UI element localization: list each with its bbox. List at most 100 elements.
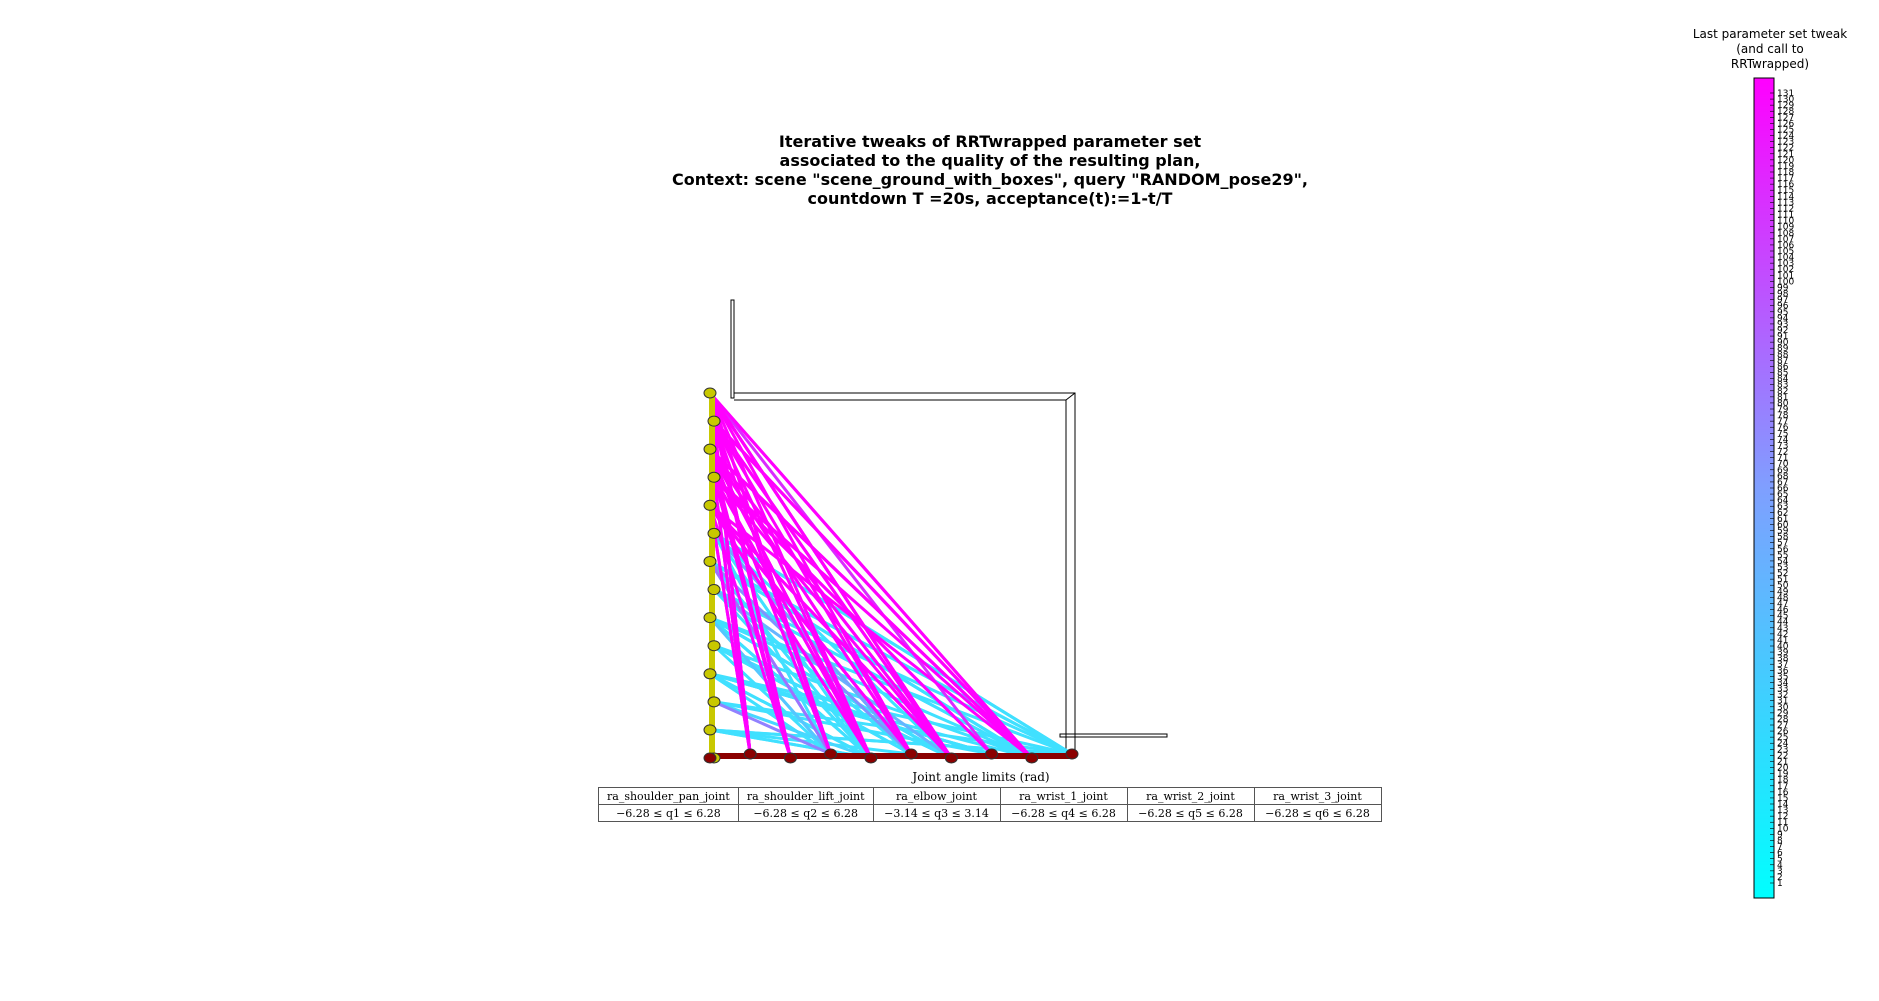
title-line-1: Iterative tweaks of RRTwrapped parameter… [778, 132, 1202, 151]
table-header-cell: ra_shoulder_pan_joint [598, 787, 739, 805]
colorbar-tick-label: 40 [1777, 642, 1789, 652]
colorbar-tick-label: 131 [1777, 89, 1794, 99]
tree-node-horizontal [864, 752, 878, 764]
tree-node-vertical [707, 527, 721, 539]
colorbar-tick-label: 98 [1777, 290, 1789, 300]
colorbar-tick-label: 105 [1777, 247, 1794, 257]
colorbar-tick-label: 87 [1777, 356, 1788, 366]
colorbar-title-line-1: Last parameter set tweak [1692, 27, 1848, 41]
colorbar-tick-label: 122 [1777, 144, 1794, 154]
colorbar-tick-label: 25 [1777, 733, 1788, 743]
colorbar-tick-label: 84 [1777, 375, 1789, 385]
colorbar-tick-label: 117 [1777, 174, 1794, 184]
colorbar-tick-label: 45 [1777, 612, 1788, 622]
table-header-cell: ra_wrist_3_joint [1253, 787, 1382, 805]
colorbar-tick-label: 1 [1777, 879, 1783, 889]
tree-edge [712, 419, 873, 760]
colorbar-tick-label: 74 [1777, 435, 1789, 445]
colorbar-tick-label: 54 [1777, 557, 1789, 567]
table-header-cell: ra_elbow_joint [872, 787, 1001, 805]
tree-edge [708, 447, 913, 756]
tree-edge [712, 700, 833, 756]
tree-node-horizontal [904, 748, 918, 760]
colorbar-tick-label: 72 [1777, 448, 1788, 458]
colorbar-title: Last parameter set tweak (and call to RR… [1670, 27, 1870, 72]
colorbar-tick-label: 41 [1777, 636, 1788, 646]
colorbar-tick-label: 27 [1777, 721, 1788, 731]
tree-edge [708, 391, 953, 760]
colorbar-tick-label: 120 [1777, 156, 1794, 166]
colorbar-tick-label: 63 [1777, 502, 1788, 512]
colorbar-tick-label: 33 [1777, 685, 1788, 695]
table-limit-cell: −6.28 ≤ q1 ≤ 6.28 [598, 804, 739, 822]
colorbar-tick-label: 100 [1777, 277, 1794, 287]
colorbar-tick-label: 44 [1777, 618, 1789, 628]
title-line-3: Context: scene "scene_ground_with_boxes"… [672, 170, 1308, 189]
colorbar-tick-label: 76 [1777, 423, 1789, 433]
colorbar-ticks: 1234567891011121314151617181920212223242… [1770, 89, 1794, 889]
table-limit-cell: −6.28 ≤ q2 ≤ 6.28 [737, 804, 874, 822]
colorbar-tick-label: 6 [1777, 849, 1783, 859]
colorbar-tick-label: 128 [1777, 107, 1794, 117]
colorbar-tick-label: 112 [1777, 204, 1794, 214]
colorbar-tick-label: 19 [1777, 770, 1789, 780]
tree-node-vertical [703, 668, 717, 680]
colorbar-tick-label: 78 [1777, 411, 1789, 421]
colorbar-tick-label: 36 [1777, 666, 1789, 676]
tree-node-horizontal [743, 748, 757, 760]
tree-nodes [703, 387, 1079, 764]
colorbar-tick-label: 2 [1777, 873, 1783, 883]
colorbar-tick-label: 30 [1777, 703, 1789, 713]
tree-edge [708, 447, 1034, 760]
title-line-4: countdown T =20s, acceptance(t):=1-t/T [807, 189, 1173, 208]
colorbar-tick-label: 32 [1777, 691, 1788, 701]
tree-edge [708, 503, 1034, 760]
tree-edge [708, 559, 1034, 760]
colorbar-tick-label: 91 [1777, 332, 1788, 342]
tree-node-horizontal [703, 752, 717, 764]
colorbar-tick-label: 109 [1777, 223, 1794, 233]
title-line-2: associated to the quality of the resulti… [779, 151, 1201, 170]
colorbar-tick-label: 60 [1777, 520, 1789, 530]
colorbar-tick-label: 113 [1777, 198, 1794, 208]
colorbar-tick-label: 12 [1777, 812, 1788, 822]
colorbar-tick-label: 130 [1777, 95, 1794, 105]
table-caption: Joint angle limits (rad) [912, 770, 1050, 784]
colorbar-tick-label: 67 [1777, 478, 1788, 488]
tree-edge [708, 672, 833, 756]
colorbar: 1234567891011121314151617181920212223242… [1753, 77, 1794, 899]
colorbar-tick-label: 26 [1777, 727, 1789, 737]
colorbar-tick-label: 111 [1777, 211, 1794, 221]
colorbar-tick-label: 103 [1777, 259, 1794, 269]
tree-node-vertical [703, 443, 717, 455]
joint-limits-table: ra_shoulder_pan_joint ra_shoulder_lift_j… [598, 787, 1382, 822]
colorbar-tick-label: 123 [1777, 138, 1794, 148]
colorbar-tick-label: 48 [1777, 593, 1789, 603]
box-big-bevel [1065, 392, 1076, 401]
colorbar-tick-label: 119 [1777, 162, 1794, 172]
tree-edge [712, 531, 833, 756]
colorbar-tick-label: 39 [1777, 648, 1789, 658]
colorbar-tick-label: 15 [1777, 794, 1788, 804]
colorbar-tick-label: 5 [1777, 855, 1783, 865]
colorbar-tick-label: 8 [1777, 836, 1783, 846]
colorbar-tick-label: 23 [1777, 745, 1788, 755]
colorbar-tick-label: 66 [1777, 484, 1789, 494]
colorbar-tick-label: 31 [1777, 697, 1788, 707]
colorbar-tick-label: 50 [1777, 581, 1789, 591]
colorbar-tick-label: 75 [1777, 429, 1788, 439]
colorbar-tick-label: 129 [1777, 101, 1794, 111]
colorbar-tick-label: 71 [1777, 454, 1788, 464]
table-limit-cell: −6.28 ≤ q6 ≤ 6.28 [1253, 804, 1382, 822]
tree-edges [708, 391, 1074, 760]
colorbar-tick-label: 14 [1777, 800, 1789, 810]
colorbar-tick-label: 96 [1777, 302, 1789, 312]
colorbar-tick-label: 11 [1777, 818, 1788, 828]
colorbar-tick-label: 28 [1777, 715, 1789, 725]
table-limit-cell: −6.28 ≤ q4 ≤ 6.28 [999, 804, 1128, 822]
colorbar-tick-label: 58 [1777, 533, 1789, 543]
table-header-row: ra_shoulder_pan_joint ra_shoulder_lift_j… [598, 787, 1382, 805]
colorbar-tick-label: 69 [1777, 466, 1789, 476]
scene-boxes [730, 299, 1168, 755]
